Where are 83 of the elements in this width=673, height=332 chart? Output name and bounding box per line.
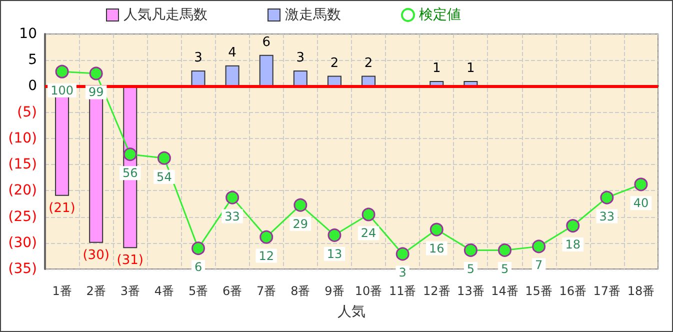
data-label: 6 xyxy=(194,260,202,274)
data-label: (21) xyxy=(48,200,76,216)
data-label: 40 xyxy=(633,196,649,210)
data-label: 5 xyxy=(466,262,475,276)
data-label: 16 xyxy=(429,241,444,256)
data-label: 29 xyxy=(292,216,308,231)
data-label: (31) xyxy=(116,253,144,268)
point xyxy=(192,242,205,256)
x-tick-label: 8番 xyxy=(290,284,310,298)
point xyxy=(498,243,512,257)
data-label: 1 xyxy=(466,61,475,76)
x-tick-label: 1番 xyxy=(52,284,72,298)
legend-label: 検定値 xyxy=(419,7,461,23)
y-tick-label: (35) xyxy=(8,261,37,277)
point xyxy=(157,151,171,165)
point xyxy=(260,230,274,244)
x-tick-label: 18番 xyxy=(627,284,655,298)
point xyxy=(123,148,137,162)
point xyxy=(464,243,478,257)
point xyxy=(634,178,648,192)
point xyxy=(226,190,240,204)
point xyxy=(294,198,308,212)
bar xyxy=(293,70,308,86)
data-label: 3 xyxy=(296,50,305,66)
x-tick-label: 6番 xyxy=(222,284,242,298)
y-tick-label: (20) xyxy=(8,182,37,199)
x-axis-title: 人気 xyxy=(338,304,366,320)
data-label: 5 xyxy=(500,262,509,276)
data-label: 6 xyxy=(262,34,270,50)
data-label: 24 xyxy=(360,226,376,240)
data-label: 2 xyxy=(330,56,339,71)
y-tick-label: 0 xyxy=(28,78,37,94)
bar xyxy=(191,70,206,86)
data-label: 3 xyxy=(398,266,406,280)
data-label: 33 xyxy=(224,209,240,224)
x-tick-label: 5番 xyxy=(188,284,208,298)
data-label: 4 xyxy=(228,45,236,60)
data-label: 12 xyxy=(258,248,274,263)
point xyxy=(362,208,376,222)
y-tick-label: 10 xyxy=(19,26,37,42)
x-tick-label: 11番 xyxy=(388,284,416,298)
point xyxy=(430,222,444,236)
y-tick-label: (15) xyxy=(8,156,37,173)
data-label: 3 xyxy=(194,50,202,66)
x-tick-label: 9番 xyxy=(324,284,344,298)
bar xyxy=(225,65,240,86)
x-tick-label: 4番 xyxy=(154,284,174,298)
y-tick-label: 5 xyxy=(28,52,37,68)
point xyxy=(89,66,103,80)
legend-label: 人気凡走馬数 xyxy=(124,7,208,23)
legend-label: 激走馬数 xyxy=(285,7,341,23)
point xyxy=(532,240,546,254)
x-tick-label: 2番 xyxy=(86,284,106,298)
data-label: 2 xyxy=(364,56,373,71)
y-tick-label: (10) xyxy=(8,130,37,146)
data-label: (30) xyxy=(82,248,110,263)
x-tick-label: 14番 xyxy=(491,284,518,298)
point xyxy=(600,190,614,204)
data-label: 18 xyxy=(565,238,580,252)
data-label: 56 xyxy=(122,166,138,180)
x-tick-label: 13番 xyxy=(457,284,484,298)
data-label: 1 xyxy=(432,61,441,76)
x-tick-label: 16番 xyxy=(559,284,586,298)
x-tick-label: 7番 xyxy=(256,284,276,298)
x-tick-label: 12番 xyxy=(423,284,450,298)
y-tick-label: (25) xyxy=(8,208,37,225)
data-label: 13 xyxy=(326,246,342,261)
data-label: 33 xyxy=(599,209,615,224)
point xyxy=(55,64,69,78)
data-label: 100 xyxy=(50,83,74,98)
x-tick-label: 15番 xyxy=(525,284,552,298)
y-tick-label: (5) xyxy=(17,104,37,120)
x-tick-label: 3番 xyxy=(120,284,140,298)
point xyxy=(396,247,410,261)
bar xyxy=(259,54,274,86)
data-label: 7 xyxy=(534,258,543,272)
x-tick-label: 17番 xyxy=(593,284,621,298)
x-tick-label: 10番 xyxy=(354,284,382,298)
y-tick-label: (30) xyxy=(8,234,37,251)
point xyxy=(328,228,342,242)
data-label: 54 xyxy=(156,170,172,184)
point xyxy=(566,219,580,233)
data-label: 99 xyxy=(88,85,104,100)
